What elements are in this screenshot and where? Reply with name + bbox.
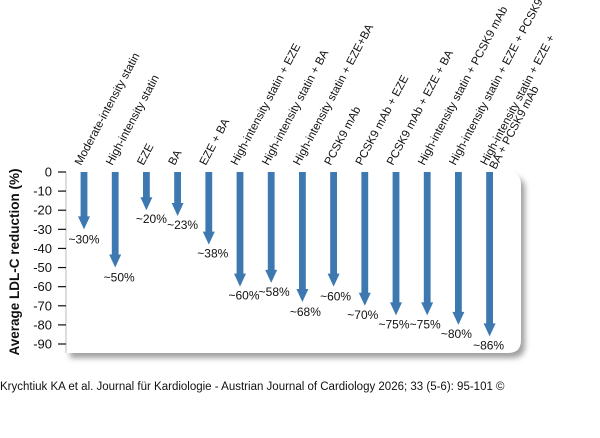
bar-arrow [109,172,122,268]
ldl-reduction-chart: 0 -10 -20 -30 -40 -50 -60 -70 -80 -90 ~30% ~50% ~20… [7,0,558,356]
category-label: EZE [135,142,156,168]
bar-arrow [78,172,90,230]
y-tick-label: -10 [33,184,52,199]
bar-arrow [265,172,278,283]
value-labels: ~30%~50%~20% ~23%~38%~60% ~58%~68%~60%~70%… [68,212,504,352]
y-tick-label: -90 [33,337,52,352]
y-tick-label: -70 [33,298,52,313]
value-label: ~60% [228,289,259,303]
value-label: ~50% [104,271,135,285]
value-label: ~70% [347,308,378,322]
value-label: ~80% [441,327,472,341]
bar-arrow [452,172,465,325]
y-axis-ticks: 0 -10 -20 -30 -40 -50 -60 -70 -80 -90 [33,165,66,352]
chart-panel [66,172,521,353]
bar-arrow [327,172,340,287]
bar-arrow [358,172,371,306]
y-axis-label: Average LDL-C reduction (%) [7,168,22,355]
citation-text: Krychtiuk KA et al. Journal für Kardiolo… [0,381,505,393]
y-tick-label: -20 [33,203,52,218]
bar-arrows [78,172,496,337]
bar-arrow [296,172,309,302]
value-label: ~23% [167,218,198,232]
value-label: ~86% [473,338,504,352]
value-label: ~58% [259,285,290,299]
bar-arrow [234,172,246,287]
bar-arrow [483,172,496,337]
bar-arrow [390,172,402,316]
y-tick-label: -60 [33,279,52,294]
category-label: EZE + BA [198,117,233,168]
category-labels: Moderate-intensity statinHigh-intensity … [73,0,558,171]
y-tick-label: 0 [45,165,52,180]
bar-arrow [171,172,184,216]
bar-arrow [202,172,215,245]
bar-arrow [140,172,153,211]
value-label: ~68% [290,305,321,319]
value-label: ~60% [320,290,351,304]
value-label: ~75% [378,317,409,331]
value-label: ~30% [68,232,99,246]
value-label: ~38% [197,247,228,261]
y-tick-label: -30 [33,222,52,237]
value-label: ~75% [410,317,441,331]
y-tick-label: -80 [33,317,52,332]
category-label: BA [167,148,185,167]
value-label: ~20% [136,212,167,226]
y-tick-label: -40 [33,241,52,256]
bar-arrow [421,172,434,316]
y-tick-label: -50 [33,260,52,275]
